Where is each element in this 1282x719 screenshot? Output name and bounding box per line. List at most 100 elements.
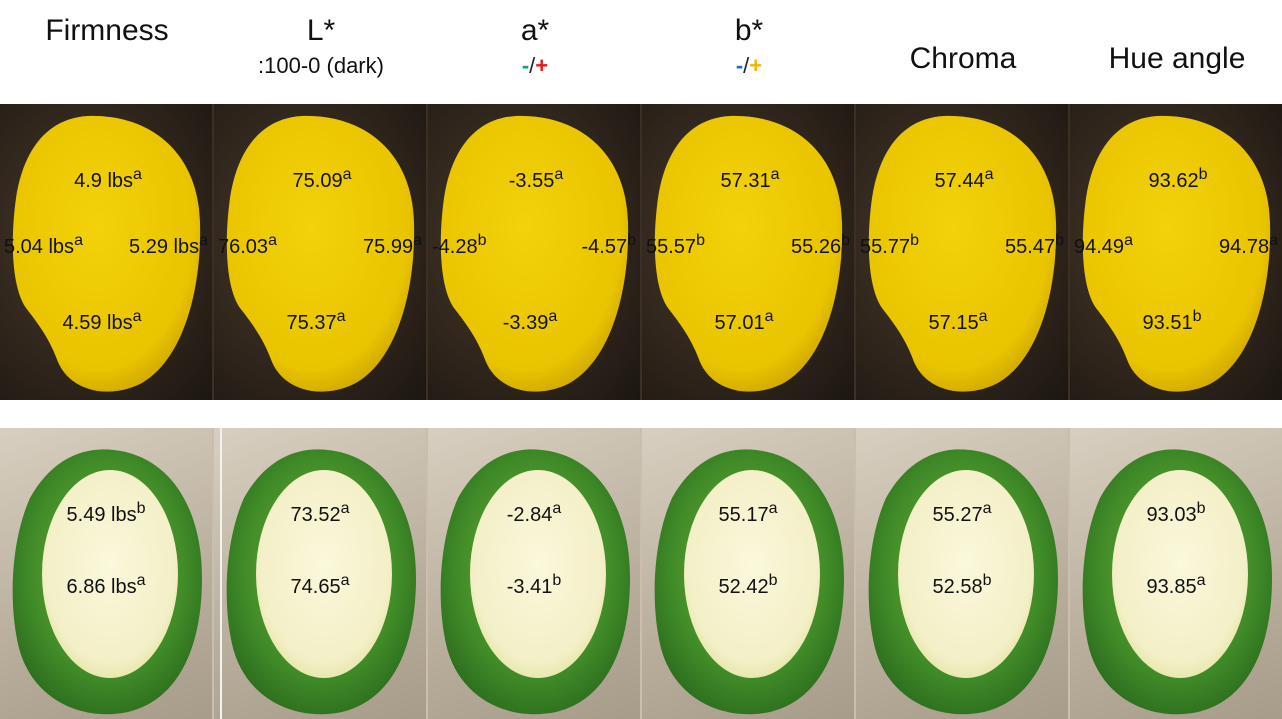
green-panel: 73.52 a 74.65a [214,428,426,719]
header-l-star: L* :100-0 (dark) [214,0,428,80]
significance-letter: a [1269,232,1278,249]
ripe-mango-image [654,115,843,392]
value-right: 5.29 lbsa [129,233,208,259]
significance-letter: a [552,500,562,517]
value-top: 55.27a [932,501,992,527]
header-scale: -/+ [642,52,856,80]
value-text: -3.55 [508,170,555,192]
value-top: 57.31a [721,167,780,193]
significance-letter: a [764,308,774,325]
value-bottom: 52.42b [719,573,778,599]
significance-letter: a [413,232,422,249]
significance-letter: b [696,232,705,249]
value-text: -4.57 [581,236,628,258]
value-text: 55.26 [791,236,842,258]
ripe-mango-image [868,115,1057,392]
value-text: 55.57 [646,236,697,258]
significance-letter: b [841,232,850,249]
significance-letter: a [74,232,83,249]
significance-letter: a [132,308,142,325]
value-text: 4.59 lbs [62,312,133,334]
value-text: -3.39 [502,312,549,334]
significance-letter: b [627,232,636,249]
ripe-mango-image [226,115,415,392]
significance-letter: b [552,572,562,589]
value-text: 73.52 [290,504,341,526]
value-text: -2.84 [506,504,553,526]
header-b-star: b* -/+ [642,0,856,80]
green-mango-image [654,449,844,715]
value-bottom: 93.85a [1147,573,1206,599]
value-text: 93.62 [1148,170,1199,192]
ripe-panel: 57.31a 55.57b 55.26b 57.01a [642,104,854,400]
value-right: 55.26b [791,233,850,259]
significance-letter: a [340,572,350,589]
value-bottom: -3.41b [507,573,562,599]
ripe-mango-image [440,115,629,392]
header-firmness: Firmness [0,0,214,48]
ripe-panel: 4.9 lbsa 5.04 lbsa 5.29 lbsa 4.59 lbsa [0,104,212,400]
value-text: 93.51 [1142,312,1193,334]
value-bottom: 74.65a [290,573,350,599]
header-chroma: Chroma [856,0,1070,76]
header-title: Firmness [45,14,169,47]
significance-letter: a [1124,232,1133,249]
header-title: Hue angle [1108,42,1246,75]
value-text: 93.03 [1146,504,1197,526]
negative-sign: - [735,53,744,78]
value-text: 57.01 [714,312,765,334]
significance-letter: a [1196,572,1206,589]
significance-letter: a [984,166,994,183]
slash: / [529,53,536,78]
value-text: 5.49 lbs [66,504,137,526]
value-text: 4.9 lbs [74,170,134,192]
significance-letter: b [1196,500,1206,517]
ripe-panel: -3.55a -4.28b -4.57b -3.39a [428,104,640,400]
green-panel: 55.27a 52.58b [856,428,1068,719]
green-mango-image [12,449,203,715]
value-bottom: 93.51b [1142,309,1202,335]
value-bottom: -3.39a [502,309,558,335]
value-left: -4.28b [432,233,487,259]
green-mango-image [226,449,416,715]
green-panel: -2.84a -3.41b [428,428,640,719]
value-text: 55.77 [860,236,911,258]
value-left: 94.49a [1074,233,1133,259]
ripe-panel: 93.62b 94.49a 94.78a 93.51b [1070,104,1282,400]
green-panel: 93.03b 93.85a [1070,428,1282,719]
header-subtitle: :100-0 (dark) [258,53,384,78]
value-text: 55.27 [932,504,983,526]
value-text: 76.03 [218,236,269,258]
green-mango-image [1082,449,1272,715]
ripe-mango-row: 4.9 lbsa 5.04 lbsa 5.29 lbsa 4.59 lbsa 75.09… [0,104,1282,400]
green-mango-image [868,449,1058,715]
significance-letter: a [136,572,146,589]
value-left: 5.04 lbsa [4,233,83,259]
header-title: L* [306,14,336,47]
significance-letter: a [133,166,142,183]
header-hue-angle: Hue angle [1070,0,1282,76]
value-top: -2.84a [506,501,562,527]
value-text: 5.04 lbs [4,236,75,258]
value-bottom: 57.01a [714,309,774,335]
value-text: 75.99 [363,236,414,258]
value-text: 52.58 [932,576,983,598]
value-text: 74.65 [290,576,341,598]
significance-letter: a [770,166,780,183]
value-right: -4.57b [581,233,637,259]
value-top: 57.44a [934,167,994,193]
value-text: 6.86 lbs [66,576,137,598]
significance-letter: b [477,232,487,249]
value-top: 93.62b [1148,167,1208,193]
value-bottom: 6.86 lbsa [66,573,146,599]
value-bottom: 4.59 lbsa [62,309,142,335]
significance-letter: a [978,308,988,325]
significance-letter: a [336,308,346,325]
value-text: 55.17 [718,504,769,526]
value-text: 57.44 [934,170,985,192]
value-left: 55.57b [646,233,705,259]
value-right: 75.99a [363,233,422,259]
green-panel: 55.17a 52.42b [642,428,854,719]
value-top: 93.03b [1146,501,1206,527]
value-top: 55.17a [718,501,778,527]
